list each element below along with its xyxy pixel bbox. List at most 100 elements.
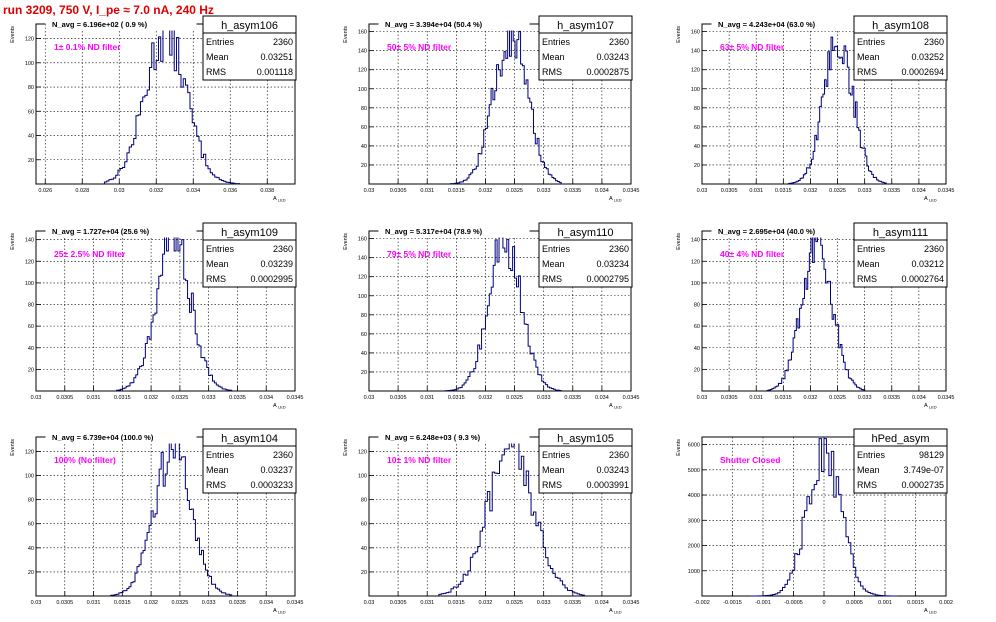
x-tick-label: 0.031	[87, 395, 101, 401]
y-tick-label: 60	[694, 125, 700, 131]
y-tick-label: 40	[361, 144, 367, 150]
stats-box	[538, 15, 633, 81]
x-tick-label: 0.0345	[623, 600, 640, 606]
x-tick-label: 0.0005	[846, 600, 863, 606]
x-tick-label: 0.0335	[229, 600, 246, 606]
x-tick-label: 0.0305	[721, 188, 738, 194]
x-tick-label: 0.033	[537, 600, 551, 606]
stats-value: 0.0002735	[901, 480, 944, 490]
panel-h_asym104: 0.03 0.0305 0.031 0.0315 0.032 0.0325 0.033 0.0…	[10, 428, 303, 615]
x-tick-label: 0	[822, 600, 825, 606]
histogram-line	[750, 438, 898, 597]
y-tick-label: 120	[358, 68, 367, 74]
stats-value: 0.0002694	[901, 67, 944, 77]
histogram-name: h_asym107	[557, 20, 614, 32]
y-tick-label: 60	[361, 125, 367, 131]
x-tick-label: 0.026	[38, 188, 52, 194]
y-axis-label: Events	[10, 26, 16, 43]
x-tick-label: -0.002	[694, 600, 710, 606]
x-tick-label: 0.0335	[883, 395, 900, 401]
y-tick-label: 40	[28, 546, 34, 552]
y-tick-label: 60	[28, 109, 34, 115]
y-tick-label: 160	[358, 30, 367, 36]
n-avg-box	[45, 224, 197, 238]
panel-h_asym108: 0.03 0.0305 0.031 0.0315 0.032 0.0325 0.033 0.0…	[676, 15, 955, 203]
x-tick-label: 0.033	[202, 600, 216, 606]
stats-value: 0.03234	[596, 259, 629, 269]
stats-key: Entries	[857, 37, 886, 47]
stats-key: RMS	[857, 274, 877, 284]
n-avg-text: N_avg = 5.317e+04 (78.9 %)	[385, 227, 483, 236]
y-tick-label: 120	[691, 259, 700, 265]
x-axis-label: A LED	[924, 403, 937, 410]
x-tick-label: 0.034	[912, 395, 926, 401]
stats-key: Entries	[542, 450, 571, 460]
stats-value: 2360	[609, 37, 629, 47]
x-axis-label: A LED	[609, 608, 622, 615]
x-tick-label: 0.0345	[287, 395, 304, 401]
n-avg-text: N_avg = 6.739e+04 (100.0 %)	[52, 433, 154, 442]
x-axis-label: A LED	[609, 196, 622, 203]
y-tick-label: 120	[25, 449, 34, 455]
x-tick-label: 0.031	[420, 395, 434, 401]
x-tick-label: 0.0345	[938, 188, 955, 194]
x-tick-label: 0.031	[87, 600, 101, 606]
y-tick-label: 60	[361, 332, 367, 338]
y-tick-label: 140	[691, 49, 700, 55]
stats-value: 0.03237	[260, 465, 293, 475]
stats-box	[853, 15, 948, 81]
stats-value: 0.0002795	[586, 274, 629, 284]
x-tick-label: 0.0325	[506, 395, 523, 401]
n-avg-text: N_avg = 1.727e+04 (25.6 %)	[52, 227, 150, 236]
y-tick-label: 100	[358, 87, 367, 93]
stats-value: 2360	[924, 37, 944, 47]
panel-h_asym107: 0.03 0.0305 0.031 0.0315 0.032 0.0325 0.033 0.0…	[343, 15, 639, 203]
filter-annotation: 100% (No filter)	[54, 455, 116, 465]
y-tick-label: 100	[691, 281, 700, 287]
filter-annotation: 50± 5% ND filter	[387, 42, 452, 52]
y-tick-label: 120	[358, 449, 367, 455]
x-tick-label: 0.0305	[721, 395, 738, 401]
y-axis-label: Events	[10, 439, 16, 456]
histogram-line	[103, 25, 240, 185]
x-tick-label: 0.034	[595, 600, 609, 606]
x-tick-label: 0.0345	[623, 395, 640, 401]
stats-key: Mean	[857, 259, 880, 269]
y-tick-label: 20	[28, 570, 34, 576]
panel-h_asym106: 0.026 0.028 0.03 0.032 0.034 0.036 0.038 20 40 60…	[10, 15, 297, 203]
x-tick-label: 0.031	[749, 395, 763, 401]
n-avg-box	[45, 17, 197, 31]
y-tick-label: 80	[694, 106, 700, 112]
stats-key: RMS	[206, 67, 226, 77]
panel-h_asym109: 0.03 0.0305 0.031 0.0315 0.032 0.0325 0.033 0.0…	[10, 222, 304, 410]
stats-value: 0.0003991	[586, 480, 629, 490]
stats-key: RMS	[542, 274, 562, 284]
x-tick-label: 0.0315	[448, 188, 465, 194]
stats-key: Entries	[206, 37, 235, 47]
filter-annotation: 40± 4% ND filter	[720, 249, 785, 259]
y-tick-label: 20	[361, 570, 367, 576]
x-axis-label: A LED	[609, 403, 622, 410]
x-tick-label: 0.031	[420, 600, 434, 606]
stats-key: Mean	[206, 465, 229, 475]
x-tick-label: 0.033	[537, 395, 551, 401]
histogram-name: h_asym104	[221, 433, 278, 445]
y-axis-label: Events	[343, 233, 349, 250]
n-avg-text: N_avg = 2.695e+04 (40.0 %)	[718, 227, 816, 236]
x-tick-label: 0.0315	[448, 395, 465, 401]
n-avg-box	[378, 430, 530, 444]
y-tick-label: 20	[361, 163, 367, 169]
x-tick-label: 0.001	[878, 600, 892, 606]
y-tick-label: 120	[25, 37, 34, 43]
histogram-name: h_asym109	[221, 227, 278, 239]
histogram-name: h_asym111	[873, 227, 928, 239]
stats-value: 0.0003233	[250, 480, 293, 490]
x-tick-label: 0.0315	[775, 188, 792, 194]
n-avg-text: N_avg = 6.248e+03 ( 9.3 %)	[385, 433, 481, 442]
y-axis-label: Events	[10, 233, 16, 250]
x-tick-label: 0.032	[804, 395, 818, 401]
y-tick-label: 140	[691, 238, 700, 244]
x-tick-label: 0.032	[149, 188, 163, 194]
stats-box	[202, 222, 297, 288]
